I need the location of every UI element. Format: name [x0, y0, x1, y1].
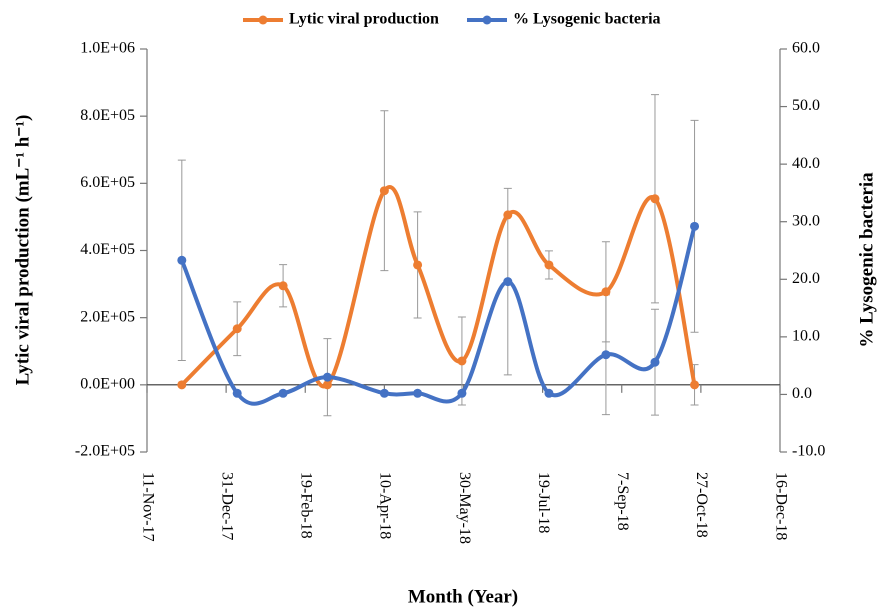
x-tick-label: 30-May-18 — [456, 472, 473, 544]
marker — [544, 260, 554, 270]
y2-tick-label: 60.0 — [792, 40, 820, 57]
marker — [278, 388, 288, 398]
y2-tick-label: 50.0 — [792, 97, 820, 114]
marker — [601, 350, 611, 360]
x-tick-label: 19-Feb-18 — [298, 472, 315, 539]
marker — [650, 194, 660, 204]
marker — [650, 357, 660, 367]
y2-tick-label: 10.0 — [792, 328, 820, 345]
legend-marker — [258, 15, 268, 25]
x-tick-label: 10-Apr-18 — [377, 472, 394, 539]
legend-label: % Lysogenic bacteria — [513, 11, 661, 28]
marker — [322, 380, 332, 390]
marker — [379, 388, 389, 398]
x-tick-label: 11-Nov-17 — [139, 472, 156, 542]
marker — [457, 356, 467, 366]
y2-axis-title: % Lysogenic bacteria — [856, 172, 877, 348]
marker — [232, 388, 242, 398]
legend-marker — [482, 15, 492, 25]
x-tick-label: 31-Dec-17 — [218, 472, 235, 540]
y2-tick-label: 20.0 — [792, 270, 820, 287]
x-axis-title: Month (Year) — [408, 586, 518, 607]
x-tick-label: 7-Sep-18 — [614, 472, 631, 531]
marker — [232, 324, 242, 334]
marker — [322, 372, 332, 382]
y-tick-label: 1.0E+06 — [80, 40, 135, 57]
marker — [601, 287, 611, 297]
marker — [278, 281, 288, 291]
x-tick-label: 16-Dec-18 — [772, 472, 789, 540]
marker — [413, 388, 423, 398]
y2-tick-label: 40.0 — [792, 155, 820, 172]
y-tick-label: 4.0E+05 — [80, 241, 135, 258]
x-tick-label: 27-Oct-18 — [693, 472, 710, 538]
x-tick-label: 19-Jul-18 — [535, 472, 552, 533]
marker — [379, 186, 389, 196]
marker — [503, 210, 513, 220]
y2-tick-label: -10.0 — [792, 443, 825, 460]
marker — [503, 277, 513, 287]
y2-tick-label: 30.0 — [792, 212, 820, 229]
y-axis-title: Lytic viral production (mL⁻¹ h⁻¹) — [12, 115, 33, 386]
y-tick-label: 6.0E+05 — [80, 174, 135, 191]
legend-label: Lytic viral production — [289, 11, 439, 28]
y-tick-label: -2.0E+05 — [75, 443, 135, 460]
marker — [413, 260, 423, 270]
marker — [177, 255, 187, 265]
marker — [690, 221, 700, 231]
marker — [544, 388, 554, 398]
series-line — [180, 185, 697, 389]
y2-tick-label: 0.0 — [792, 385, 812, 402]
y-tick-label: 0.0E+00 — [80, 376, 135, 393]
y-tick-label: 2.0E+05 — [80, 308, 135, 325]
marker — [457, 388, 467, 398]
y-tick-label: 8.0E+05 — [80, 107, 135, 124]
marker — [177, 380, 187, 390]
series-line — [179, 225, 697, 406]
marker — [690, 380, 700, 390]
